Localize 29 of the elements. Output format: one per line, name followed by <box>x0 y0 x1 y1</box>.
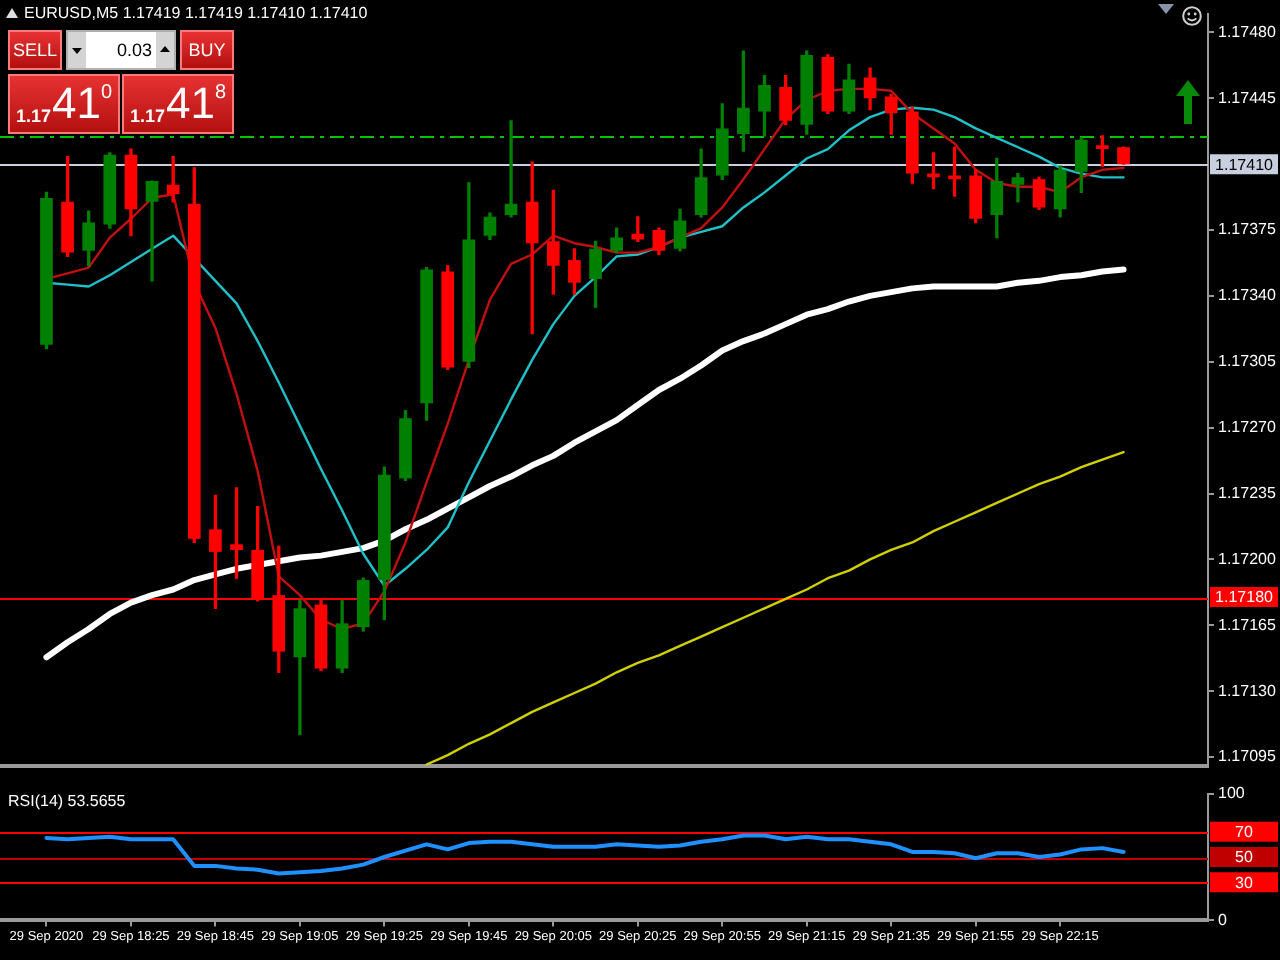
ref-line-label: 1.17410 <box>1215 155 1275 174</box>
y-tick-label: 1.17375 <box>1218 220 1277 239</box>
y-tick-label: 100 <box>1218 784 1246 803</box>
annotation: 1.17 <box>130 106 166 126</box>
chart-title: RSI(14) 53.5655 <box>8 792 126 812</box>
y-tick-label: 1.17095 <box>1218 747 1277 766</box>
candlestick <box>504 120 518 218</box>
annotation: 0.03 <box>114 40 152 60</box>
y-tick-label: 1.17200 <box>1218 549 1277 568</box>
annotation: 41$^{8}$ <box>166 78 227 128</box>
ref-line-label: 70 <box>1235 823 1254 842</box>
candlestick <box>145 180 159 282</box>
y-tick-label: 1.17235 <box>1218 483 1277 502</box>
y-tick-label: 1.17445 <box>1218 88 1277 107</box>
ref-line-label: 1.17180 <box>1215 588 1275 607</box>
y-tick-label: 1.17305 <box>1218 352 1277 371</box>
y-tick-label: 1.17480 <box>1218 22 1277 41</box>
annotation: 1.17 <box>16 106 52 126</box>
annotation: SELL <box>10 40 60 60</box>
ref-line-label: 30 <box>1235 873 1254 892</box>
annotation: 41$^{0}$ <box>52 78 113 128</box>
annotation: BUY <box>186 40 228 60</box>
y-tick-label: 1.17340 <box>1218 286 1277 305</box>
ref-line-label: 50 <box>1235 848 1254 867</box>
y-tick-label: 1.17165 <box>1218 615 1277 634</box>
y-tick-label: 0 <box>1218 910 1228 929</box>
y-tick-label: 1.17130 <box>1218 681 1277 700</box>
y-tick-label: 1.17270 <box>1218 418 1277 437</box>
chart-title: EURUSD,M5 1.17419 1.17419 1.17410 1.17410 <box>24 4 368 24</box>
